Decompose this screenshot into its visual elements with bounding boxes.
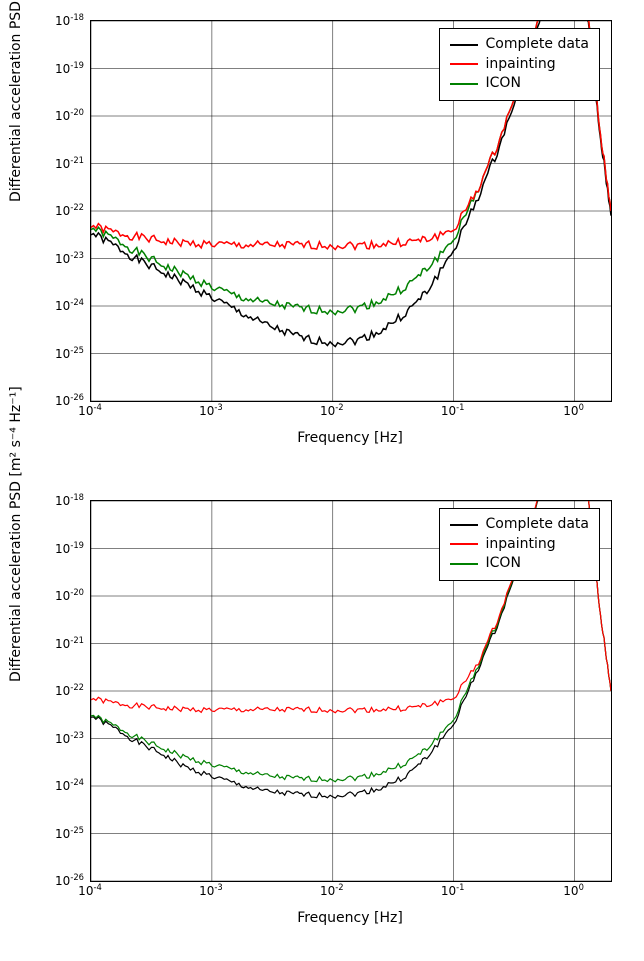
tick-label: 10-22 — [55, 682, 84, 698]
tick-label: 10-20 — [55, 587, 84, 603]
legend-item: inpainting — [450, 535, 589, 555]
tick-label: 10-22 — [55, 202, 84, 218]
legend-swatch — [450, 524, 478, 526]
legend-label: inpainting — [486, 535, 556, 555]
legend-swatch — [450, 563, 478, 565]
tick-label: 10-2 — [320, 882, 344, 898]
tick-label: 10-2 — [320, 402, 344, 418]
tick-label: 10-21 — [55, 635, 84, 651]
x-axis-label: Frequency [Hz] — [90, 430, 610, 446]
legend: Complete datainpaintingICON — [439, 508, 600, 581]
tick-label: 10-3 — [199, 882, 223, 898]
legend-swatch — [450, 543, 478, 545]
tick-label: 10-4 — [78, 882, 102, 898]
legend-item: ICON — [450, 74, 589, 94]
tick-label: 10-3 — [199, 402, 223, 418]
tick-label: 10-24 — [55, 777, 84, 793]
legend-label: inpainting — [486, 55, 556, 75]
tick-label: 10-18 — [55, 492, 84, 508]
tick-label: 100 — [563, 402, 584, 418]
tick-label: 10-19 — [55, 60, 84, 76]
tick-label: 100 — [563, 882, 584, 898]
legend-item: ICON — [450, 554, 589, 574]
legend-item: Complete data — [450, 515, 589, 535]
y-axis-label: Differential acceleration PSD [m² s⁻⁴ Hz… — [8, 0, 24, 202]
tick-label: 10-4 — [78, 402, 102, 418]
legend-label: Complete data — [486, 35, 589, 55]
legend-swatch — [450, 63, 478, 65]
psd-chart: 10-2610-2510-2410-2310-2210-2110-2010-19… — [0, 0, 644, 480]
tick-label: 10-19 — [55, 540, 84, 556]
tick-label: 10-25 — [55, 825, 84, 841]
legend-label: ICON — [486, 74, 521, 94]
legend-label: ICON — [486, 554, 521, 574]
x-axis-label: Frequency [Hz] — [90, 910, 610, 926]
tick-label: 10-21 — [55, 155, 84, 171]
tick-label: 10-23 — [55, 250, 84, 266]
x-ticks: 10-410-310-210-1100 — [90, 402, 610, 422]
legend-item: Complete data — [450, 35, 589, 55]
legend-swatch — [450, 44, 478, 46]
tick-label: 10-24 — [55, 297, 84, 313]
tick-label: 10-1 — [441, 882, 465, 898]
tick-label: 10-25 — [55, 345, 84, 361]
tick-label: 10-20 — [55, 107, 84, 123]
legend-label: Complete data — [486, 515, 589, 535]
tick-label: 10-1 — [441, 402, 465, 418]
legend: Complete datainpaintingICON — [439, 28, 600, 101]
legend-item: inpainting — [450, 55, 589, 75]
legend-swatch — [450, 83, 478, 85]
psd-chart: 10-2610-2510-2410-2310-2210-2110-2010-19… — [0, 480, 644, 960]
x-ticks: 10-410-310-210-1100 — [90, 882, 610, 902]
y-axis-label: Differential acceleration PSD [m² s⁻⁴ Hz… — [8, 386, 24, 682]
tick-label: 10-23 — [55, 730, 84, 746]
tick-label: 10-18 — [55, 12, 84, 28]
